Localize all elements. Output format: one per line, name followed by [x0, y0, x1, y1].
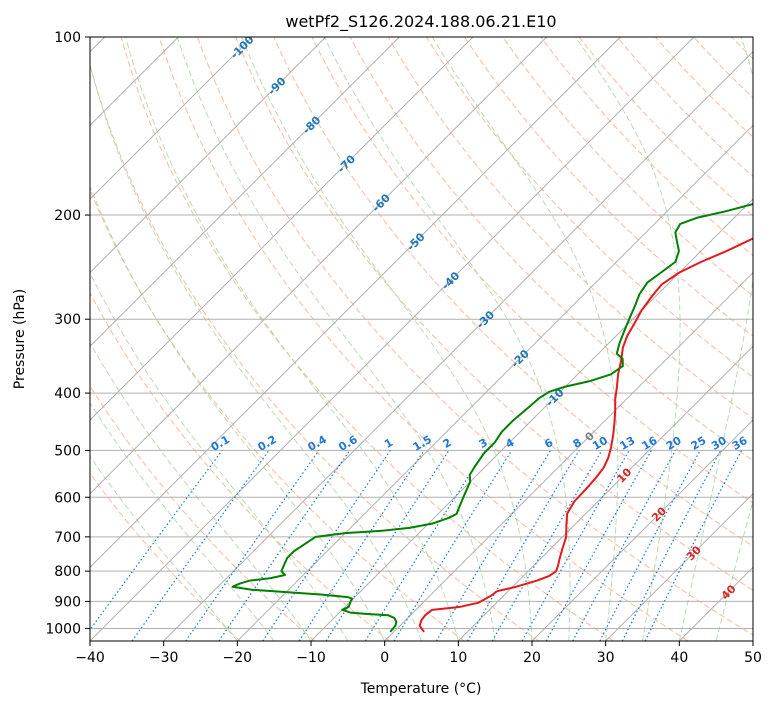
- y-tick-label: 100: [54, 30, 81, 46]
- dewpoint-line: [231, 202, 753, 633]
- mixing-ratio-line: [393, 450, 513, 641]
- dry-adiabat-line: [90, 291, 390, 641]
- isotherm-line: [310, 198, 753, 641]
- y-tick-label: 300: [54, 312, 81, 328]
- moist-adiabat-line: [323, 37, 571, 641]
- pressure-gridlines: [90, 37, 753, 629]
- x-tick-label: 40: [670, 650, 688, 666]
- temperature-line: [418, 237, 753, 633]
- isotherm-line: [163, 50, 753, 641]
- isotherm-line: [90, 37, 327, 274]
- isotherm-lines: [90, 37, 753, 641]
- moist-adiabats: [90, 37, 753, 641]
- mixing-ratio-line: [572, 450, 677, 641]
- moist-adiabat-line: [90, 63, 422, 641]
- x-tick-label: −10: [296, 650, 326, 666]
- y-tick-label: 500: [54, 443, 81, 459]
- moist-adiabat-line: [90, 341, 312, 641]
- isotherm-line: [90, 37, 548, 495]
- x-tick-label: −30: [149, 650, 179, 666]
- isotherm-line: [90, 37, 400, 348]
- chart-title: wetPf2_S126.2024.188.06.21.E10: [285, 12, 556, 32]
- sounding-series: [231, 202, 753, 633]
- moist-adiabat-line: [678, 37, 753, 641]
- moist-adiabat-line: [90, 401, 275, 641]
- isotherm-line: [531, 419, 753, 641]
- mixing-ratio-line: [435, 450, 552, 641]
- isotherm-line: [384, 271, 753, 641]
- isotherm-line: [457, 345, 753, 641]
- dry-adiabat-line: [311, 37, 753, 504]
- y-axis: 100 200 300 400 500 600 700 800 900 1000: [45, 30, 90, 637]
- mixing-ratio-line: [491, 450, 603, 641]
- mixing-ratio-line: [131, 450, 270, 641]
- y-tick-label: 800: [54, 564, 81, 580]
- y-tick-label: 600: [54, 490, 81, 506]
- dry-adiabat-line: [349, 37, 753, 462]
- y-tick-label: 900: [54, 594, 81, 610]
- mixing-ratio-line: [325, 450, 450, 641]
- moist-adiabat-line: [90, 184, 386, 641]
- x-tick-label: 30: [597, 650, 615, 666]
- dry-adiabat-line: [90, 472, 241, 641]
- isotherm-line: [90, 37, 621, 569]
- isotherm-line: [90, 37, 253, 200]
- mixing-ratio-line: [521, 450, 630, 641]
- x-tick-label: 10: [449, 650, 467, 666]
- y-tick-label: 400: [54, 386, 81, 402]
- x-tick-label: 50: [744, 650, 762, 666]
- dry-adiabat-line: [90, 62, 540, 641]
- x-axis: −40 −30 −20 −10 0 10 20 30 40 50: [75, 641, 762, 666]
- moist-adiabat-line: [241, 37, 533, 641]
- y-tick-label: 200: [54, 208, 81, 224]
- isotherm-line: [90, 37, 695, 641]
- moist-adiabat-line: [176, 37, 496, 641]
- moist-adiabat-line: [431, 37, 619, 641]
- moist-adiabat-line: [90, 455, 238, 641]
- isotherm-line: [236, 124, 753, 641]
- x-tick-label: 0: [380, 650, 389, 666]
- mixing-ratio-lines: [90, 450, 743, 641]
- y-axis-label: Pressure (hPa): [12, 289, 28, 389]
- mixing-ratio-line: [90, 450, 223, 631]
- mixing-ratio-line: [364, 450, 486, 641]
- moist-adiabat-line: [715, 499, 753, 641]
- x-axis-label: Temperature (°C): [360, 681, 482, 697]
- mixing-ratio-line: [218, 450, 351, 641]
- moist-adiabat-line: [575, 37, 681, 641]
- plot-frame: [89, 36, 754, 642]
- isotherm-line: [605, 492, 753, 641]
- x-tick-label: 20: [523, 650, 541, 666]
- dry-adiabat-line: [197, 37, 753, 636]
- mixing-ratio-line: [545, 450, 652, 641]
- mixing-ratio-line: [466, 450, 580, 641]
- dry-adiabat-line: [90, 384, 316, 641]
- x-tick-label: −20: [223, 650, 253, 666]
- moist-adiabat-line: [125, 37, 459, 641]
- dry-adiabat-line: [120, 37, 614, 641]
- dry-adiabat-line: [158, 37, 689, 641]
- isotherm-line: [90, 37, 474, 421]
- x-tick-label: −40: [75, 650, 105, 666]
- dry-adiabat-line: [235, 37, 753, 591]
- y-tick-label: 700: [54, 530, 81, 546]
- y-tick-label: 1000: [45, 621, 81, 637]
